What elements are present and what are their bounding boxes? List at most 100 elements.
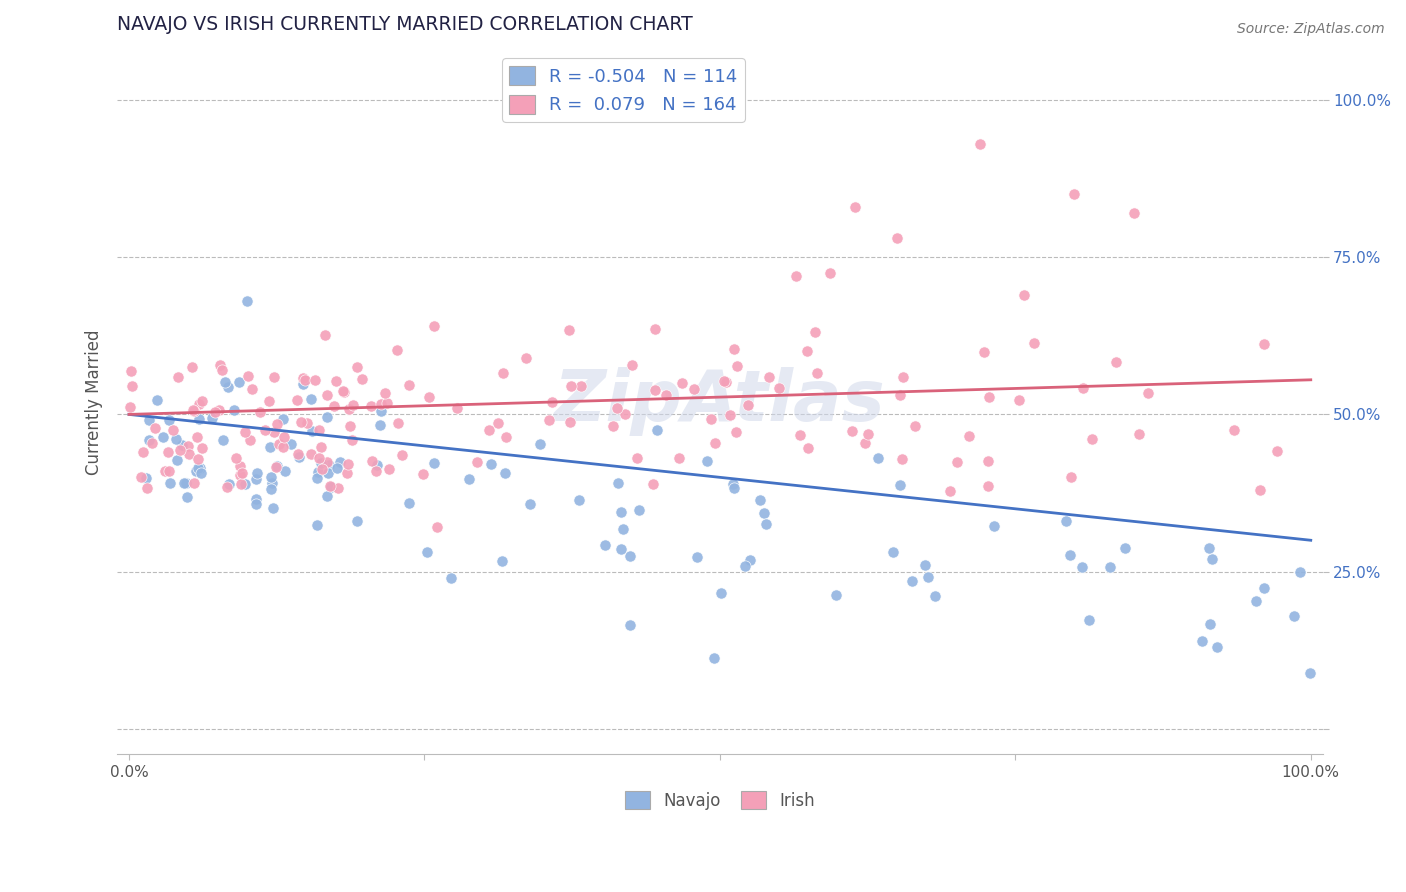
Point	[262, 476, 284, 491]
Point	[121, 379, 143, 393]
Point	[254, 423, 277, 437]
Point	[391, 448, 413, 462]
Point	[703, 650, 725, 665]
Point	[1136, 385, 1159, 400]
Point	[569, 379, 592, 393]
Point	[233, 476, 256, 491]
Point	[333, 385, 356, 400]
Point	[519, 497, 541, 511]
Point	[418, 390, 440, 404]
Point	[129, 470, 152, 484]
Point	[387, 416, 409, 430]
Point	[188, 461, 211, 475]
Point	[377, 461, 399, 475]
Point	[423, 318, 446, 333]
Point	[177, 439, 200, 453]
Point	[259, 440, 281, 454]
Point	[983, 519, 1005, 533]
Point	[560, 379, 582, 393]
Point	[426, 520, 449, 534]
Point	[619, 617, 641, 632]
Point	[375, 396, 398, 410]
Point	[1078, 613, 1101, 627]
Point	[749, 493, 772, 508]
Point	[856, 426, 879, 441]
Point	[201, 410, 224, 425]
Point	[218, 476, 240, 491]
Point	[271, 412, 294, 426]
Point	[889, 478, 911, 492]
Point	[398, 496, 420, 510]
Point	[796, 343, 818, 358]
Point	[319, 479, 342, 493]
Point	[738, 553, 761, 567]
Point	[1244, 594, 1267, 608]
Point	[602, 418, 624, 433]
Point	[610, 506, 633, 520]
Point	[211, 363, 233, 377]
Point	[710, 586, 733, 600]
Point	[824, 588, 846, 602]
Point	[900, 574, 922, 588]
Point	[316, 388, 339, 402]
Point	[249, 405, 271, 419]
Point	[724, 425, 747, 439]
Point	[917, 570, 939, 584]
Point	[723, 481, 745, 495]
Point	[458, 472, 481, 486]
Point	[1222, 423, 1244, 437]
Point	[287, 447, 309, 461]
Point	[215, 480, 238, 494]
Point	[495, 430, 517, 444]
Point	[1080, 432, 1102, 446]
Point	[318, 466, 340, 480]
Point	[245, 491, 267, 506]
Point	[336, 466, 359, 480]
Point	[267, 437, 290, 451]
Point	[1059, 548, 1081, 562]
Point	[314, 328, 336, 343]
Point	[939, 483, 962, 498]
Point	[229, 468, 252, 483]
Point	[169, 443, 191, 458]
Point	[186, 430, 208, 444]
Point	[398, 378, 420, 392]
Point	[606, 401, 628, 415]
Point	[132, 445, 155, 459]
Point	[758, 369, 780, 384]
Point	[416, 545, 439, 559]
Point	[159, 475, 181, 490]
Point	[305, 518, 328, 533]
Point	[263, 370, 285, 384]
Point	[346, 360, 368, 375]
Point	[145, 393, 167, 408]
Point	[311, 440, 333, 454]
Point	[332, 384, 354, 398]
Point	[315, 455, 337, 469]
Point	[176, 490, 198, 504]
Point	[785, 268, 807, 283]
Point	[1128, 427, 1150, 442]
Point	[135, 471, 157, 485]
Point	[152, 430, 174, 444]
Point	[257, 393, 280, 408]
Point	[1007, 392, 1029, 407]
Point	[307, 471, 329, 485]
Point	[187, 451, 209, 466]
Point	[233, 425, 256, 439]
Point	[159, 464, 181, 478]
Point	[1265, 444, 1288, 458]
Point	[339, 418, 361, 433]
Point	[174, 475, 197, 490]
Point	[491, 554, 513, 568]
Point	[165, 432, 187, 446]
Point	[723, 343, 745, 357]
Point	[423, 456, 446, 470]
Point	[157, 412, 180, 426]
Point	[412, 467, 434, 481]
Point	[641, 477, 664, 491]
Point	[304, 374, 326, 388]
Point	[179, 447, 201, 461]
Point	[181, 359, 204, 374]
Point	[368, 417, 391, 432]
